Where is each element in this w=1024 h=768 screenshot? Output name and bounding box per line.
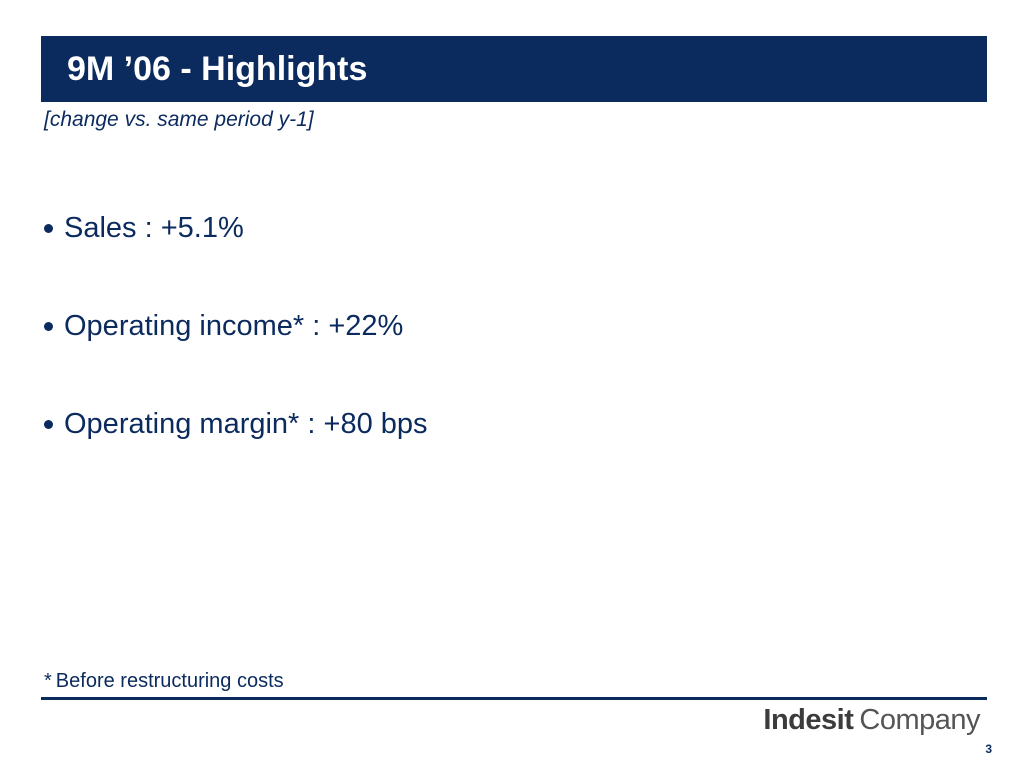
footnote-mark: * (44, 670, 52, 692)
logo-bold-text: Indesit (763, 704, 854, 736)
logo-light-text: Company (859, 704, 980, 736)
bullet-text: Sales : +5.1% (64, 212, 244, 244)
company-logo: Indesit Company (763, 704, 980, 737)
title-bar: 9M ’06 - Highlights (41, 36, 987, 102)
slide-subtitle: [change vs. same period y-1] (44, 108, 314, 131)
footnote-text: Before restructuring costs (55, 670, 284, 692)
bullet-icon (44, 420, 53, 429)
bullet-icon (44, 224, 53, 233)
footer-divider (41, 697, 987, 700)
bullet-text: Operating income* : +22% (64, 310, 404, 342)
bullet-text: Operating margin* : +80 bps (64, 408, 428, 440)
slide-title: 9M ’06 - Highlights (67, 50, 368, 88)
footnote: * Before restructuring costs (44, 670, 284, 693)
page-number: 3 (985, 742, 992, 756)
bullet-icon (44, 322, 53, 331)
